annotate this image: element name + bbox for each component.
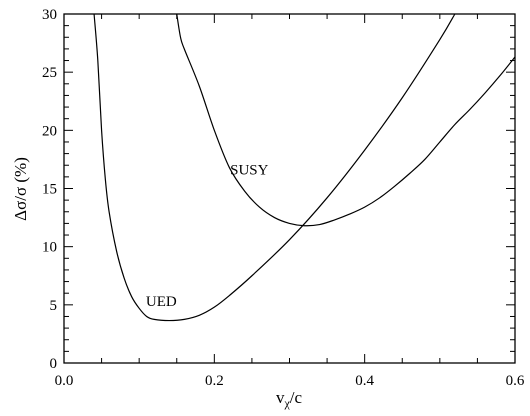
y-tick-label: 5 xyxy=(50,298,58,314)
y-tick-label: 0 xyxy=(50,356,58,372)
series-line-susy xyxy=(176,13,516,227)
plot-frame xyxy=(63,13,516,364)
y-axis-label: Δσ/σ (%) xyxy=(11,157,30,221)
annotation-ued: UED xyxy=(146,294,177,310)
x-tick-label: 0.4 xyxy=(355,373,374,389)
y-tick-label: 25 xyxy=(42,65,57,81)
series-layer xyxy=(93,13,516,322)
x-tick-label: 0.6 xyxy=(506,373,525,389)
x-axis-label-tail: /c xyxy=(290,388,303,407)
x-tick-label: 0.0 xyxy=(55,373,74,389)
series-line-ued xyxy=(93,13,456,322)
y-tick-label: 30 xyxy=(42,7,57,23)
y-tick-label: 20 xyxy=(42,123,57,139)
x-axis-label: vχ/c xyxy=(276,388,303,410)
y-tick-label: 15 xyxy=(42,182,57,198)
y-tick-label: 10 xyxy=(42,240,57,256)
x-axis-label-sub: χ xyxy=(283,396,290,410)
labels-layer: 0.0 0.2 0.4 0.6 0 5 10 15 20 25 30 SUSY UED xyxy=(42,7,525,389)
x-tick-label: 0.2 xyxy=(205,373,224,389)
ticks-layer xyxy=(63,13,516,364)
x-axis-label-main: v xyxy=(276,388,285,407)
annotation-susy: SUSY xyxy=(230,163,269,179)
